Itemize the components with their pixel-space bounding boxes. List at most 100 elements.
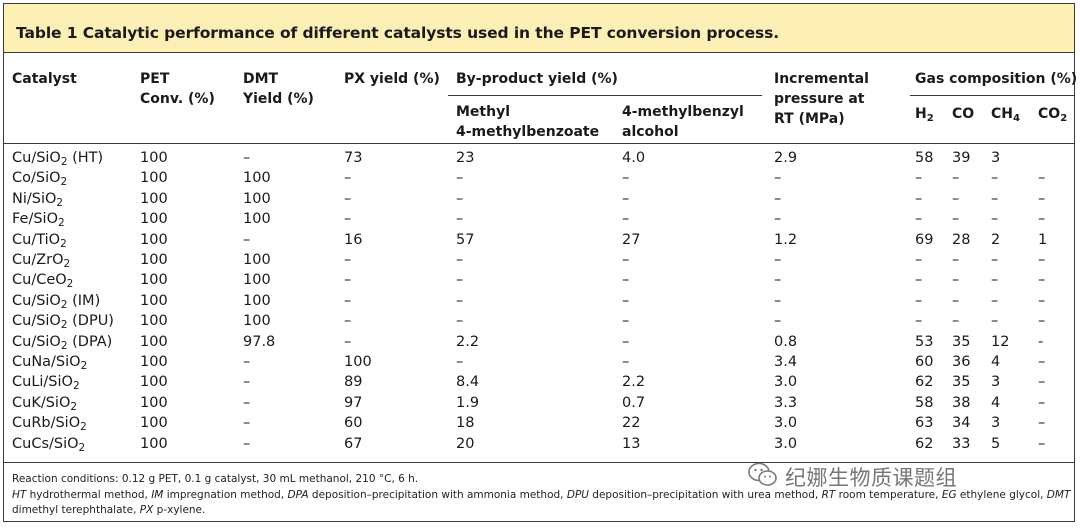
cell-co: –: [952, 211, 960, 228]
header-gas-composition: Gas composition (%): [915, 71, 1078, 87]
cell-catalyst: Ni/SiO2: [12, 190, 64, 209]
cell-h2: 69: [915, 231, 934, 248]
cell-alc: –: [622, 272, 630, 289]
header-alcohol-line2: alcohol: [622, 124, 679, 140]
cell-catalyst: Fe/SiO2: [12, 211, 65, 230]
rule-under-header: [4, 143, 1074, 144]
cell-ch4: 3: [991, 150, 1001, 166]
cell-p: 1.2: [774, 231, 798, 248]
cell-pet: 100: [140, 354, 168, 370]
cell-alc: –: [622, 313, 630, 330]
cell-catalyst: Co/SiO2: [12, 170, 68, 189]
cell-ch4: 2: [991, 231, 1001, 248]
watermark-text: 纪娜生物质课题组: [785, 466, 957, 490]
cell-ch4: –: [991, 272, 999, 289]
cell-h2: –: [915, 190, 923, 207]
cell-co2: –: [1038, 394, 1046, 411]
cell-p: –: [774, 190, 782, 207]
cell-pet: 100: [140, 231, 168, 248]
cell-p: –: [774, 313, 782, 330]
cell-co2: –: [1038, 272, 1046, 289]
cell-alc: –: [622, 190, 630, 207]
cell-mb: 18: [456, 415, 475, 432]
cell-mb: –: [456, 313, 464, 330]
cell-h2: 60: [915, 354, 934, 370]
cell-alc: 27: [622, 231, 641, 248]
cell-alc: 4.0: [622, 150, 646, 166]
table-frame: [3, 3, 1075, 522]
footnote-abbreviations: HT hydrothermal method, IM impregnation …: [12, 489, 1071, 501]
cell-alc: –: [622, 292, 630, 309]
cell-pet: 100: [140, 394, 168, 411]
cell-pet: 100: [140, 415, 168, 432]
cell-catalyst: Cu/CeO2: [12, 272, 74, 291]
cell-catalyst: Cu/SiO2 (HT): [12, 150, 104, 169]
cell-h2: –: [915, 252, 923, 268]
cell-alc: 2.2: [622, 374, 646, 391]
cell-p: 3.0: [774, 415, 798, 432]
cell-dmt: 100: [243, 211, 271, 228]
cell-h2: 62: [915, 374, 934, 391]
cell-pet: 100: [140, 211, 168, 228]
cell-ch4: –: [991, 252, 999, 268]
cell-ch4: 4: [991, 354, 1001, 370]
cell-alc: –: [622, 211, 630, 228]
cell-ch4: –: [991, 292, 999, 309]
cell-mb: –: [456, 292, 464, 309]
cell-co: 36: [952, 354, 971, 370]
cell-p: –: [774, 272, 782, 289]
cell-co: –: [952, 313, 960, 330]
cell-alc: –: [622, 354, 630, 370]
cell-mb: –: [456, 272, 464, 289]
cell-h2: –: [915, 313, 923, 330]
title-bar: Table 1 Catalytic performance of differe…: [4, 4, 1074, 52]
cell-co2: –: [1038, 292, 1046, 309]
cell-ch4: 3: [991, 374, 1001, 391]
cell-catalyst: CuK/SiO2: [12, 394, 78, 413]
rule-gas-group: [910, 95, 1074, 96]
cell-p: –: [774, 292, 782, 309]
cell-px: –: [344, 333, 352, 350]
rule-above-notes: [4, 462, 1074, 463]
cell-mb: 2.2: [456, 333, 480, 350]
cell-dmt: –: [243, 231, 251, 248]
cell-ch4: 12: [991, 333, 1010, 350]
cell-co2: –: [1038, 190, 1046, 207]
cell-pet: 100: [140, 333, 168, 350]
cell-catalyst: Cu/SiO2 (IM): [12, 292, 101, 311]
header-byproduct: By-product yield (%): [456, 71, 618, 87]
cell-co2: –: [1038, 354, 1046, 370]
cell-dmt: –: [243, 415, 251, 432]
header-pet-line1: PET: [140, 71, 170, 87]
cell-p: 3.3: [774, 394, 798, 411]
header-pet-line2: Conv. (%): [140, 91, 215, 107]
cell-pet: 100: [140, 272, 168, 289]
cell-dmt: 100: [243, 252, 271, 268]
cell-ch4: 3: [991, 415, 1001, 432]
cell-pet: 100: [140, 435, 168, 452]
footnote-conditions: Reaction conditions: 0.12 g PET, 0.1 g c…: [12, 473, 419, 485]
cell-dmt: –: [243, 354, 251, 370]
cell-dmt: 97.8: [243, 333, 276, 350]
cell-p: –: [774, 211, 782, 228]
cell-co: –: [952, 170, 960, 187]
cell-ch4: 5: [991, 435, 1001, 452]
cell-mb: 1.9: [456, 394, 480, 411]
header-gas-co2: CO2: [1038, 106, 1068, 125]
cell-co: 39: [952, 150, 971, 166]
cell-pet: 100: [140, 292, 168, 309]
cell-ch4: –: [991, 313, 999, 330]
cell-px: –: [344, 313, 352, 330]
cell-co2: 1: [1038, 231, 1048, 248]
cell-px: 100: [344, 354, 372, 370]
cell-p: 3.4: [774, 354, 798, 370]
cell-co2: –: [1038, 170, 1046, 187]
footnote-abbreviations-cont: dimethyl terephthalate, PX p-xylene.: [12, 504, 206, 516]
cell-dmt: –: [243, 374, 251, 391]
cell-px: 16: [344, 231, 363, 248]
header-pressure-line2: pressure at: [774, 91, 865, 107]
cell-mb: 57: [456, 231, 475, 248]
cell-h2: 58: [915, 150, 934, 166]
cell-p: 3.0: [774, 374, 798, 391]
rule-byproduct-group: [448, 95, 762, 96]
